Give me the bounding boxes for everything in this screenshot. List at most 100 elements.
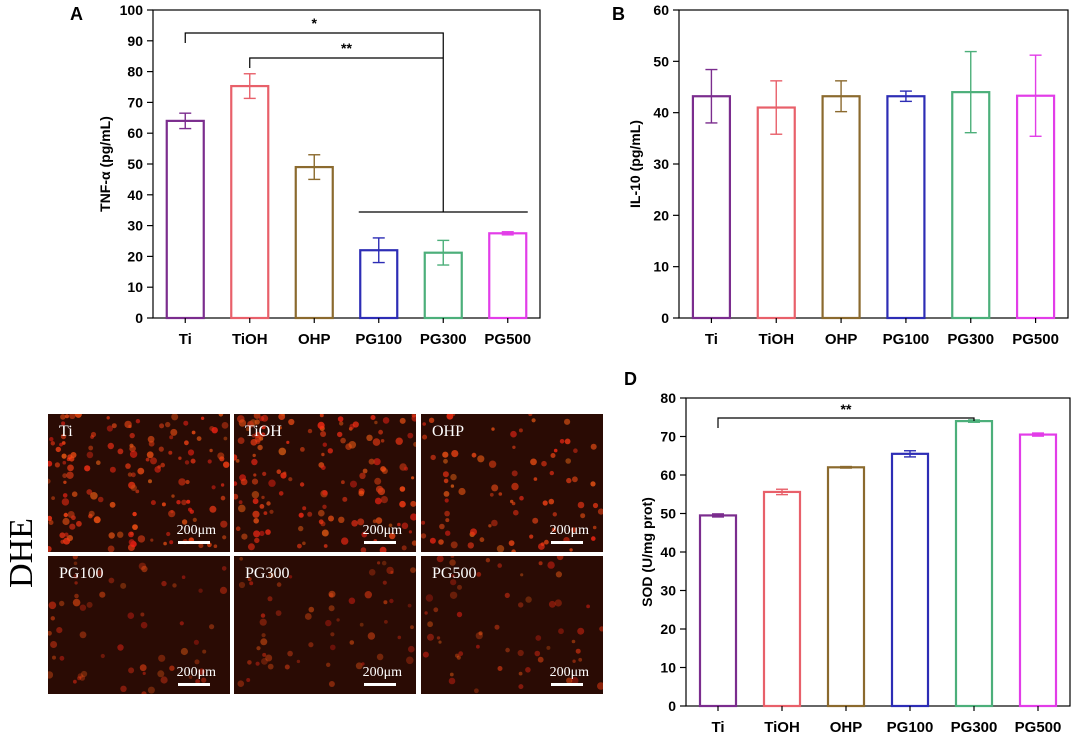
cell-dot bbox=[374, 420, 378, 425]
cell-dot bbox=[458, 487, 466, 496]
cell-dot bbox=[201, 677, 207, 683]
cell-dot bbox=[150, 457, 157, 465]
cell-dot bbox=[247, 543, 255, 551]
cell-dot bbox=[436, 636, 441, 640]
y-tick-label: 90 bbox=[127, 33, 143, 49]
cell-dot bbox=[180, 647, 188, 656]
cell-dot bbox=[178, 456, 182, 460]
cell-dot bbox=[529, 534, 534, 539]
cell-dot bbox=[476, 572, 482, 577]
cell-dot bbox=[571, 639, 576, 644]
cell-dot bbox=[397, 635, 402, 640]
cell-dot bbox=[48, 460, 53, 467]
cell-field bbox=[234, 414, 416, 552]
cell-dot bbox=[73, 574, 79, 579]
cell-dot bbox=[442, 471, 449, 478]
cell-dot bbox=[570, 677, 579, 685]
y-tick-label: 60 bbox=[127, 125, 143, 141]
cell-dot bbox=[535, 635, 542, 641]
cell-dot bbox=[48, 601, 57, 610]
cell-dot bbox=[300, 447, 305, 452]
cell-dot bbox=[48, 478, 51, 484]
cell-dot bbox=[308, 642, 314, 648]
cell-dot bbox=[69, 414, 76, 419]
y-tick-label: 20 bbox=[660, 621, 676, 637]
cell-dot bbox=[443, 478, 449, 484]
cell-dot bbox=[296, 659, 301, 664]
cell-dot bbox=[81, 670, 88, 678]
cell-dot bbox=[267, 596, 273, 602]
cell-dot bbox=[165, 421, 171, 428]
cell-dot bbox=[211, 485, 216, 490]
cell-dot bbox=[450, 556, 455, 558]
cell-dot bbox=[261, 425, 266, 430]
cell-dot bbox=[259, 530, 265, 536]
y-tick-label: 50 bbox=[660, 506, 676, 522]
cell-dot bbox=[96, 460, 101, 465]
cell-dot bbox=[361, 662, 365, 666]
cell-dot bbox=[442, 451, 449, 458]
cell-dot bbox=[422, 422, 426, 426]
cell-dot bbox=[263, 511, 268, 515]
cell-dot bbox=[261, 658, 268, 665]
cell-dot bbox=[399, 417, 406, 424]
cell-dot bbox=[142, 671, 146, 675]
cell-dot bbox=[304, 613, 312, 620]
cell-dot bbox=[427, 633, 434, 641]
cell-dot bbox=[496, 545, 505, 552]
cell-dot bbox=[318, 509, 325, 517]
cell-dot bbox=[457, 584, 462, 590]
cell-dot bbox=[76, 520, 82, 527]
cell-dot bbox=[444, 498, 449, 503]
y-tick-label: 20 bbox=[653, 207, 669, 223]
cell-dot bbox=[60, 414, 66, 420]
cell-dot bbox=[430, 454, 436, 461]
cell-dot bbox=[376, 653, 384, 661]
bar bbox=[165, 119, 205, 320]
cell-dot bbox=[281, 414, 285, 417]
cell-dot bbox=[550, 453, 556, 458]
cell-dot bbox=[577, 627, 585, 635]
cell-dot bbox=[532, 517, 539, 524]
cell-dot bbox=[59, 442, 63, 447]
cell-dot bbox=[421, 520, 426, 525]
cell-dot bbox=[168, 450, 173, 455]
cell-dot bbox=[328, 681, 335, 687]
micro-tile-pg500: PG500 200μm bbox=[421, 556, 603, 694]
cell-dot bbox=[374, 477, 382, 485]
scale-bar bbox=[364, 541, 396, 544]
cell-dot bbox=[223, 436, 228, 441]
cell-dot bbox=[424, 611, 428, 615]
cell-dot bbox=[124, 420, 132, 429]
cell-dot bbox=[359, 472, 366, 479]
cell-dot bbox=[548, 498, 555, 505]
cell-dot bbox=[477, 455, 485, 463]
cell-dot bbox=[107, 442, 114, 450]
cell-dot bbox=[342, 496, 348, 502]
cell-dot bbox=[50, 641, 58, 648]
x-category-label: OHP bbox=[825, 331, 858, 348]
cell-dot bbox=[597, 682, 603, 690]
x-category-label: OHP bbox=[830, 719, 863, 736]
cell-dot bbox=[446, 414, 454, 420]
x-category-label: PG300 bbox=[947, 331, 994, 348]
cell-dot bbox=[65, 414, 69, 419]
cell-dot bbox=[330, 632, 335, 637]
cell-dot bbox=[323, 544, 328, 548]
cell-dot bbox=[573, 448, 578, 453]
cell-dot bbox=[141, 691, 147, 694]
cell-dot bbox=[260, 613, 266, 618]
cell-dot bbox=[491, 484, 499, 492]
cell-dot bbox=[288, 575, 293, 579]
scale-bar-label: 200μm bbox=[176, 523, 216, 538]
y-tick-label: 30 bbox=[653, 156, 669, 172]
cell-dot bbox=[184, 460, 190, 465]
cell-dot bbox=[170, 428, 178, 436]
scale-bar bbox=[364, 683, 396, 686]
cell-dot bbox=[378, 429, 383, 435]
significance-bracket bbox=[249, 57, 444, 68]
cell-dot bbox=[86, 601, 93, 608]
scale-bar-label: 200μm bbox=[362, 523, 402, 538]
cell-dot bbox=[237, 437, 245, 444]
cell-dot bbox=[159, 423, 165, 429]
